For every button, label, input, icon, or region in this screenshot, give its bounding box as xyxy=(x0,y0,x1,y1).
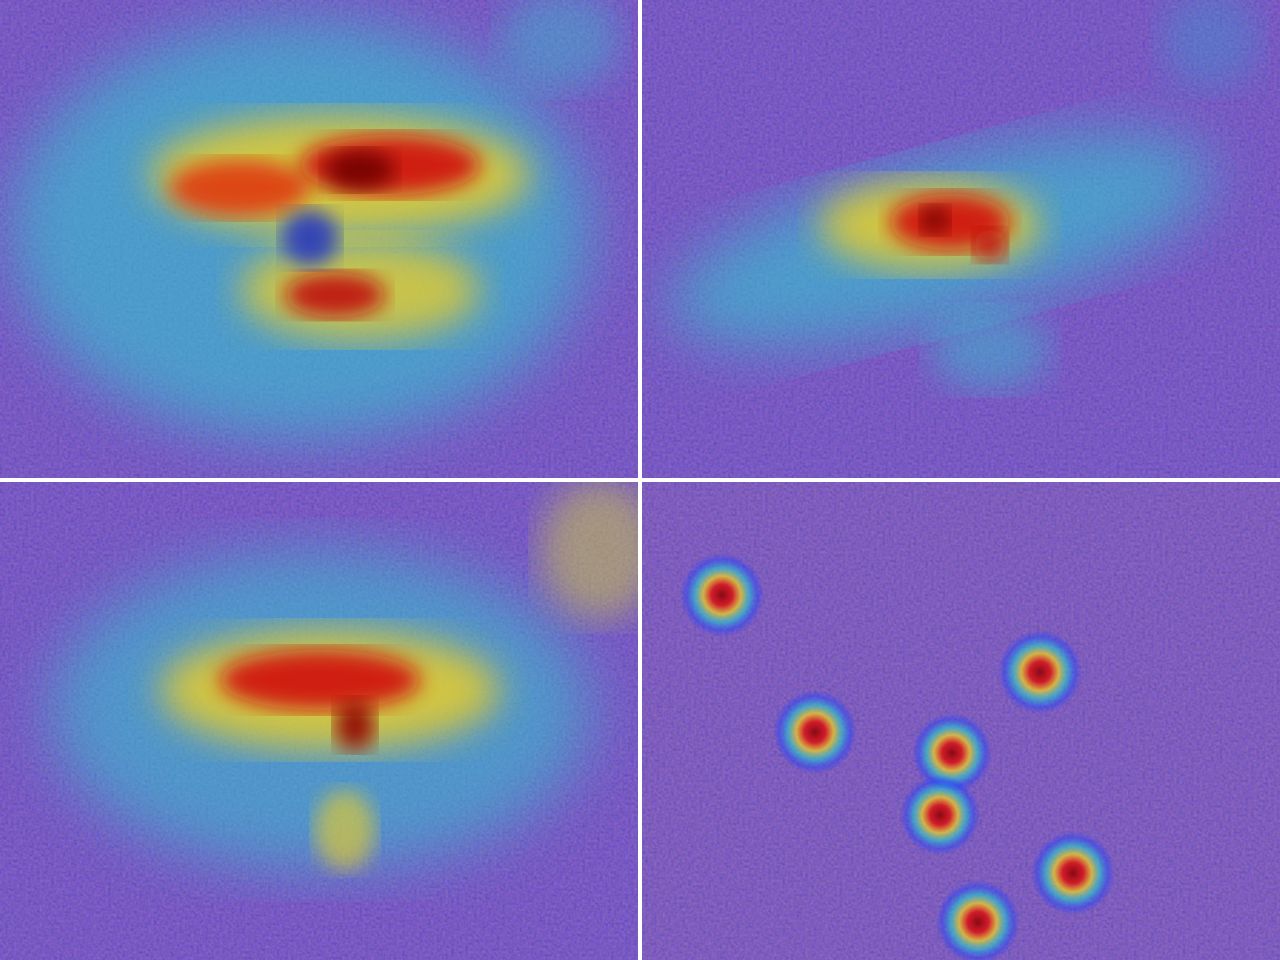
heat-high xyxy=(220,650,420,710)
heatmap-panel xyxy=(50,482,638,870)
heat-spot xyxy=(680,553,764,637)
heat-mid xyxy=(315,790,375,870)
heat-peak xyxy=(325,150,395,190)
heat-spot xyxy=(773,690,857,774)
heat-low xyxy=(1160,0,1260,90)
heat-spot xyxy=(912,713,992,793)
heatmap-panel xyxy=(668,0,1260,390)
heat-peak xyxy=(335,700,375,750)
heat-high xyxy=(974,229,1006,261)
heat-low xyxy=(930,310,1050,390)
heat-spot xyxy=(1031,831,1115,915)
heat-peak xyxy=(921,206,949,234)
heatmap-panel xyxy=(10,0,620,440)
heatmap-panel xyxy=(680,553,1115,960)
heat-low xyxy=(500,0,620,90)
heat-low xyxy=(540,482,638,620)
heat-high xyxy=(285,273,385,317)
heat-high xyxy=(170,160,310,216)
heat-hole xyxy=(282,210,338,266)
heat-spot xyxy=(936,880,1020,960)
heat-spot xyxy=(998,630,1082,714)
heat-spot xyxy=(900,775,980,855)
divider xyxy=(0,478,1280,482)
